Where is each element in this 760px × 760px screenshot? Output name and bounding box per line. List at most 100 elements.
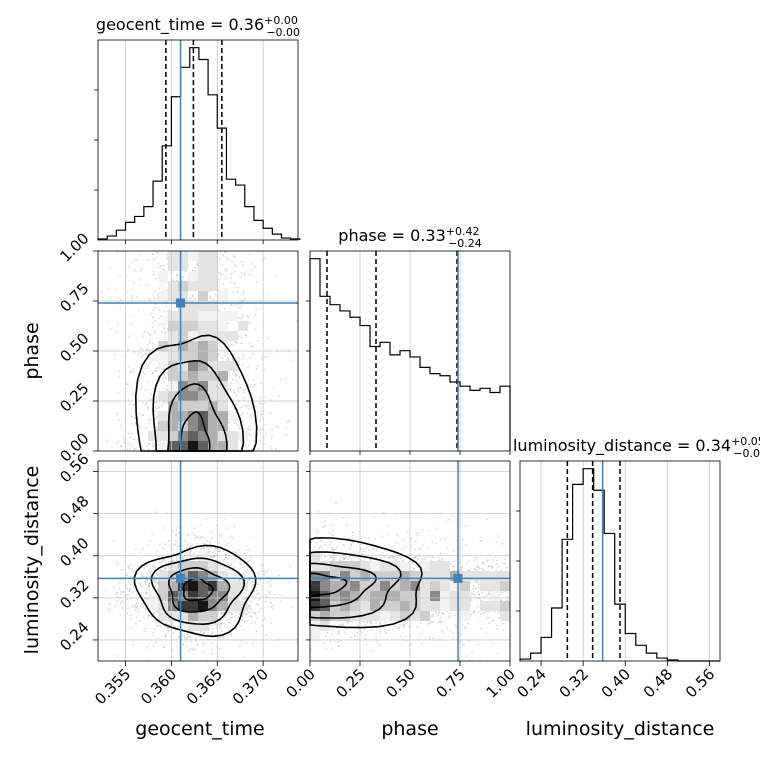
scatter-point [115,289,117,292]
scatter-point [120,593,122,595]
scatter-point [240,640,243,643]
scatter-point [147,343,149,346]
scatter-point [238,377,241,380]
scatter-point [146,364,149,367]
scatter-point [139,284,141,287]
scatter-point [154,319,157,322]
scatter-point [286,420,289,423]
scatter-point [130,432,133,435]
scatter-point [259,429,261,431]
scatter-point [162,374,165,377]
scatter-point [264,401,267,404]
scatter-point [156,408,158,410]
scatter-point [120,579,123,581]
scatter-point [217,354,220,356]
scatter-point [211,652,214,655]
scatter-point [143,566,146,569]
scatter-point [117,440,120,442]
density-cell [168,351,178,361]
scatter-point [287,581,290,584]
scatter-point [155,378,158,381]
scatter-point [241,618,244,621]
scatter-point [202,631,205,634]
scatter-point [136,598,138,601]
scatter-point [192,553,195,556]
scatter-point [138,425,140,427]
scatter-point [247,573,250,576]
scatter-point [139,604,142,607]
scatter-point [233,422,236,424]
scatter-point [254,266,257,268]
scatter-point [240,594,242,597]
scatter-point [157,324,160,327]
scatter-point [247,428,250,431]
scatter-point [144,373,147,375]
scatter-point [119,590,122,593]
scatter-point [151,533,154,536]
scatter-point [155,396,158,399]
scatter-point [155,641,157,644]
scatter-point [182,275,185,278]
scatter-point [131,393,134,396]
scatter-point [151,442,154,445]
scatter-point [147,405,150,408]
scatter-point [166,257,169,260]
scatter-point [160,264,162,267]
scatter-point [139,352,142,354]
scatter-point [277,426,280,429]
scatter-point [115,605,117,608]
scatter-point [135,593,138,596]
scatter-point [242,405,244,407]
scatter-point [229,535,232,538]
scatter-point [129,447,132,450]
scatter-point [162,379,165,382]
scatter-point [141,267,144,270]
scatter-point [241,315,244,318]
scatter-point [139,426,142,429]
scatter-point [265,396,267,398]
scatter-point [227,542,229,544]
scatter-point [210,295,212,297]
density-cell [228,331,238,341]
scatter-point [230,281,233,284]
scatter-point [245,334,248,337]
scatter-point [271,434,273,437]
scatter-point [134,258,136,261]
scatter-point [251,262,253,264]
scatter-point [188,648,191,651]
scatter-point [270,622,273,624]
scatter-point [134,622,137,625]
scatter-point [163,376,166,379]
scatter-point [141,348,144,351]
scatter-point [249,357,252,359]
scatter-point [229,388,232,391]
scatter-point [260,413,263,415]
scatter-point [118,370,121,373]
scatter-point [251,353,254,355]
scatter-point [116,412,119,414]
scatter-point [244,298,246,300]
scatter-point [236,381,239,384]
scatter-point [234,379,237,382]
scatter-point [214,293,216,296]
density-cell [208,261,218,271]
scatter-point [238,427,241,430]
scatter-point [188,650,191,653]
scatter-point [160,405,163,408]
scatter-point [248,425,251,428]
scatter-point [240,317,243,320]
scatter-point [153,620,156,623]
density-cell [218,291,228,301]
scatter-point [235,373,237,376]
scatter-point [270,570,273,572]
density-cell [238,321,248,331]
scatter-point [150,361,152,364]
scatter-point [126,290,129,293]
scatter-point [190,297,192,300]
scatter-point [224,353,227,355]
scatter-point [147,259,150,261]
scatter-point [130,423,133,425]
scatter-point [133,438,135,441]
scatter-point [220,536,222,539]
scatter-point [234,286,237,289]
